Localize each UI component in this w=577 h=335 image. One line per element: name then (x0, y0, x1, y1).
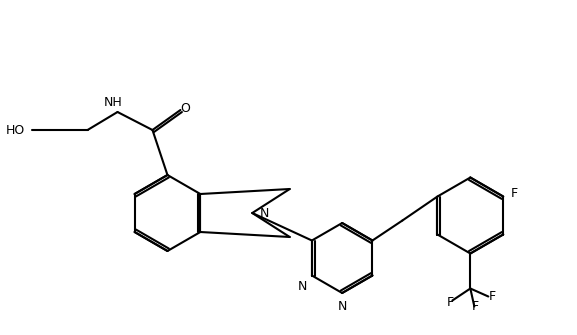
Text: N: N (259, 206, 269, 219)
Text: HO: HO (5, 124, 25, 136)
Text: F: F (489, 290, 496, 303)
Text: F: F (472, 300, 479, 313)
Text: N: N (338, 300, 347, 313)
Text: NH: NH (104, 95, 123, 109)
Text: N: N (298, 280, 307, 293)
Text: F: F (511, 187, 518, 200)
Text: O: O (181, 102, 190, 115)
Text: F: F (447, 296, 454, 309)
